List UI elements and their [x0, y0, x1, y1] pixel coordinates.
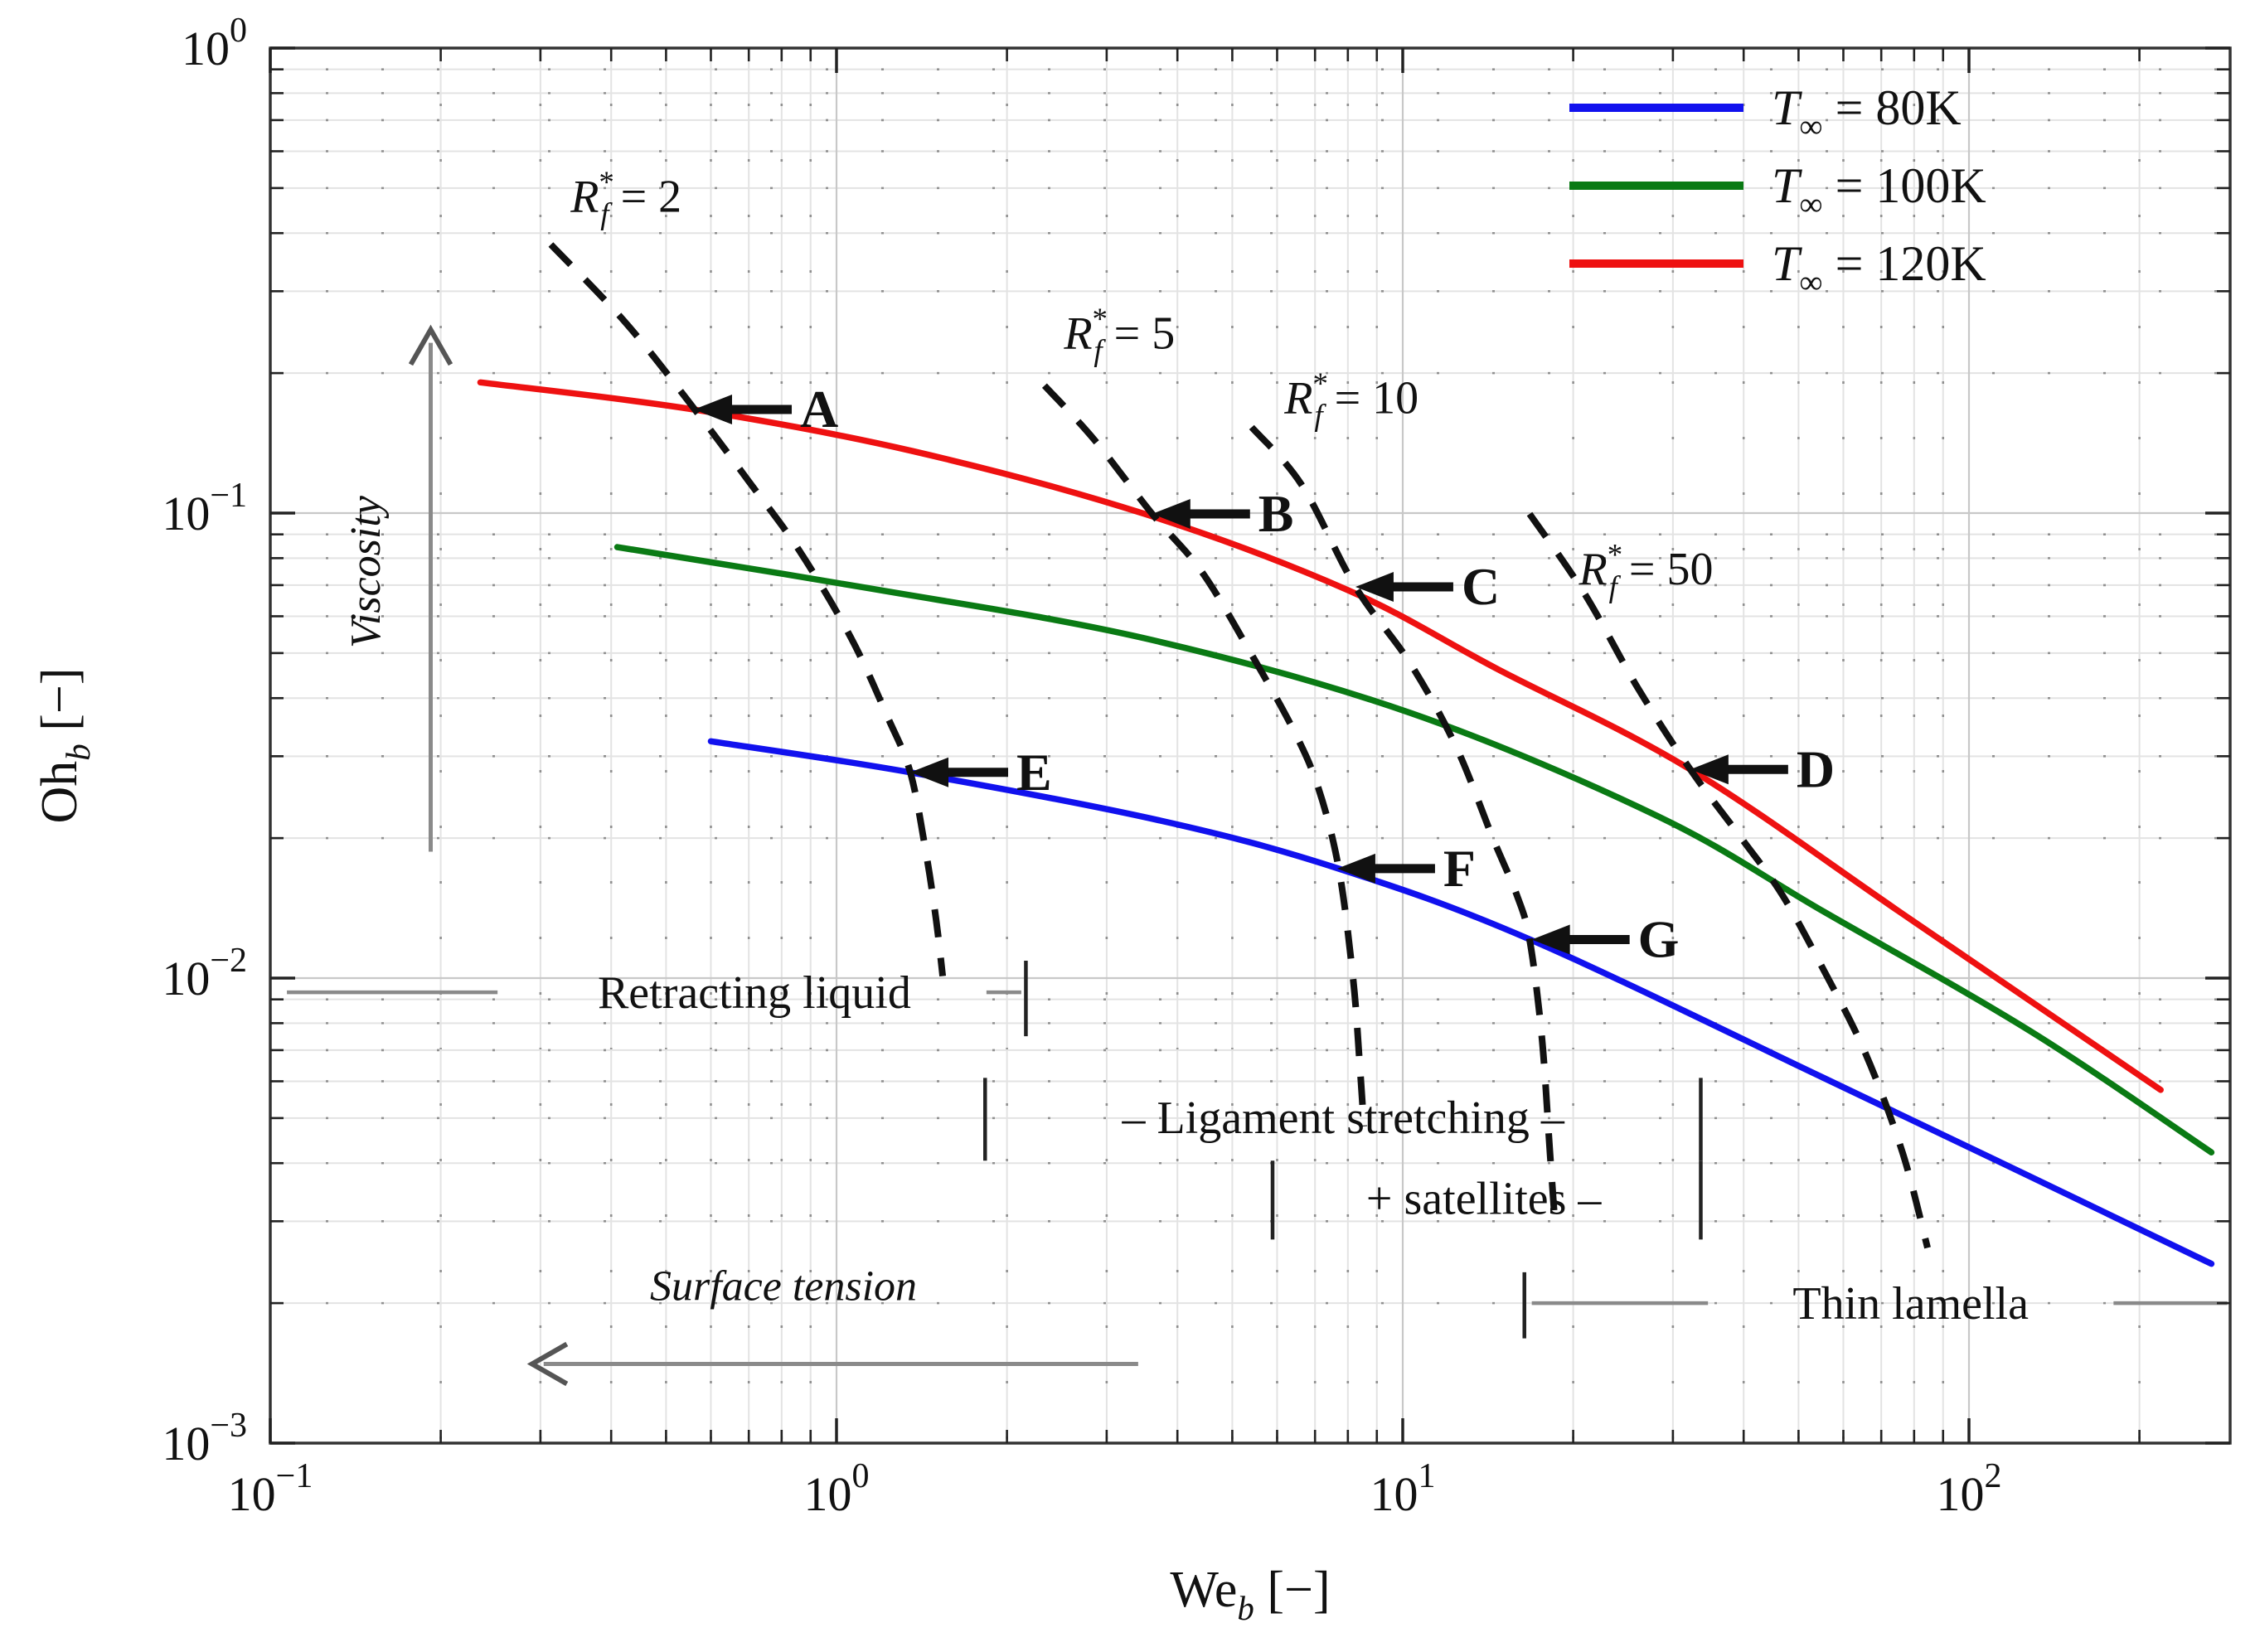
physics-direction-arrows: Viscosity Surface tension	[342, 324, 1138, 1387]
x-axis-label: Web [−]	[1170, 1562, 1330, 1627]
marker-label-A: A	[800, 380, 838, 438]
isoline-rf10	[1249, 424, 1559, 1228]
isoline-label-rf10: R* f = 10	[1283, 366, 1418, 432]
arrow-left-icon	[1531, 924, 1570, 955]
rf-isolines	[548, 242, 1931, 1249]
curve-t100	[613, 544, 2215, 1155]
regime-label-retracting-liquid: Retracting liquid	[598, 967, 911, 1019]
plot-frame	[269, 46, 2232, 1445]
x-tick-label: 10−1	[228, 1457, 313, 1521]
point-markers: A B C D E F G	[694, 380, 1835, 969]
legend-label-t100: T∞ = 100K	[1772, 158, 1986, 223]
isoline-rf5	[1041, 383, 1368, 1127]
label-surface-tension: Surface tension	[650, 1262, 917, 1310]
arrow-left-icon	[694, 395, 733, 425]
curve-t120	[477, 379, 2164, 1093]
x-tick-label: 102	[1937, 1457, 2002, 1521]
axis-titles: Web [−] Ohb [−]	[32, 668, 1331, 1628]
isoline-label-rf5: R* f = 5	[1063, 302, 1175, 367]
tick-labels: 10−1 100 101 102 100 10−1 10−2 10−3	[162, 12, 2001, 1521]
x-tick-label: 100	[804, 1457, 870, 1521]
arrow-up-icon	[408, 324, 453, 366]
y-tick-label: 10−3	[162, 1407, 247, 1470]
arrow-left-icon	[1336, 853, 1375, 884]
regime-annotations: Retracting liquid – Ligament stretching –…	[287, 961, 2228, 1339]
isoline-labels: R* f = 2 R* f = 5 R* f = 10 R* f = 50	[570, 165, 1713, 603]
arrow-left-icon	[1690, 754, 1729, 785]
legend-label-t120: T∞ = 120K	[1772, 236, 1986, 301]
arrow-left-icon	[910, 757, 949, 787]
arrow-left-icon	[526, 1341, 569, 1387]
y-axis-label: Ohb [−]	[32, 668, 97, 824]
arrow-left-icon	[1355, 571, 1394, 602]
label-viscosity: Viscosity	[342, 495, 390, 648]
y-tick-label: 100	[182, 12, 247, 75]
legend-label-t80: T∞ = 80K	[1772, 80, 1962, 145]
marker-label-G: G	[1638, 910, 1680, 969]
curve-t80	[707, 738, 2215, 1267]
regime-label-ligament-stretching: – Ligament stretching –	[1121, 1092, 1564, 1144]
regime-label-satellites: + satellites –	[1366, 1174, 1603, 1225]
legend: T∞ = 80K T∞ = 100K T∞ = 120K	[1569, 80, 1986, 301]
isoline-label-rf2: R* f = 2	[570, 165, 681, 230]
marker-label-B: B	[1258, 484, 1294, 543]
isoline-rf2	[548, 242, 947, 977]
marker-label-E: E	[1016, 743, 1052, 802]
temperature-curves	[477, 379, 2215, 1267]
regime-label-thin-lamella: Thin lamella	[1792, 1278, 2029, 1330]
arrow-left-icon	[1152, 498, 1191, 529]
isoline-label-rf50: R* f = 50	[1578, 538, 1714, 603]
marker-label-F: F	[1443, 839, 1476, 898]
y-tick-label: 10−1	[162, 477, 247, 540]
marker-label-D: D	[1797, 739, 1835, 798]
marker-label-C: C	[1462, 557, 1500, 616]
x-tick-label: 101	[1370, 1457, 1436, 1521]
isoline-rf50	[1526, 511, 1931, 1249]
plot-grid	[269, 46, 2230, 1445]
y-tick-label: 10−2	[162, 942, 247, 1005]
